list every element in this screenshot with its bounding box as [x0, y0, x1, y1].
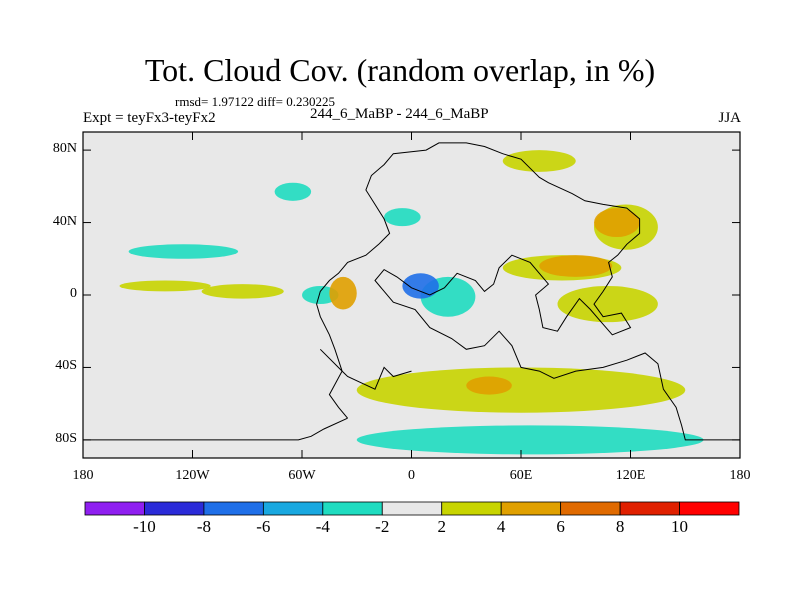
y-tick-label: 0: [70, 286, 77, 301]
colorbar: [84, 501, 740, 516]
x-tick-label: 60E: [509, 468, 533, 483]
x-tick-label: 180: [729, 468, 751, 483]
colorbar-swatch: [262, 501, 324, 516]
field-patch: [502, 150, 576, 172]
colorbar-label: 8: [615, 517, 625, 536]
y-tick-label: 80N: [52, 141, 77, 157]
colorbar-swatch: [441, 501, 502, 516]
field-patch: [466, 376, 512, 395]
colorbar-swatch: [500, 501, 562, 516]
y-tick-label: 40N: [52, 213, 77, 229]
coastline: [316, 142, 740, 441]
field-patch: [384, 208, 421, 227]
coastline: [319, 348, 412, 390]
colorbar-swatch: [560, 501, 621, 516]
colorbar-label: -6: [256, 517, 271, 536]
axis-ticks: [82, 132, 741, 458]
field-patch: [128, 244, 239, 259]
field-patch: [539, 255, 613, 277]
colorbar-label: 6: [556, 517, 565, 536]
x-tick-label: 60W: [288, 468, 316, 483]
colorbar-label: 10: [671, 517, 689, 536]
experiment-label: Expt = teyFx3-teyFx2: [83, 110, 216, 126]
colorbar-label: -4: [315, 517, 330, 536]
field-patch: [329, 276, 357, 310]
colorbar-swatch: [679, 501, 740, 516]
field-patch: [356, 367, 686, 413]
x-tick-label: 120W: [175, 468, 210, 483]
field-patch: [356, 425, 704, 455]
coastline: [83, 417, 348, 441]
colorbar-swatch: [322, 501, 383, 516]
field-patch: [119, 280, 211, 292]
colorbar-swatch: [381, 501, 443, 516]
center-label: 244_6_MaBP - 244_6_MaBP: [310, 106, 489, 122]
field-patch: [594, 208, 640, 238]
coastline-outline: [83, 142, 740, 441]
season-label: JJA: [718, 110, 741, 126]
colorbar-swatch: [144, 501, 205, 516]
chart-title: Tot. Cloud Cov. (random overlap, in %): [144, 52, 656, 88]
x-tick-label: 180: [72, 468, 94, 483]
colorbar-label: 2: [437, 517, 446, 536]
colorbar-label: -8: [196, 517, 211, 536]
y-tick-label: 40S: [55, 358, 77, 374]
y-tick-label: 80S: [55, 430, 77, 446]
x-tick-label: 0: [408, 468, 415, 483]
cloud-anomaly-fields: [119, 150, 704, 455]
field-patch: [557, 285, 658, 323]
field-patch: [402, 273, 439, 299]
field-patch: [201, 284, 284, 299]
colorbar-swatch: [619, 501, 680, 516]
x-tick-label: 120E: [615, 468, 646, 483]
colorbar-swatch: [203, 501, 264, 516]
colorbar-label: 4: [496, 517, 506, 536]
colorbar-label: -10: [133, 517, 156, 536]
stats-line: rmsd= 1.97122 diff= 0.230225: [175, 94, 335, 109]
field-patch: [274, 182, 312, 201]
colorbar-swatch: [84, 501, 145, 516]
colorbar-label: -2: [375, 517, 390, 536]
field-patch: [302, 285, 339, 305]
